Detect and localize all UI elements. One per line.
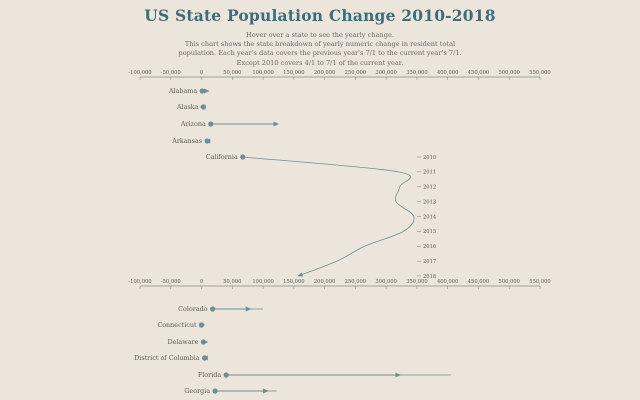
year-label: 2018	[423, 274, 436, 280]
x-axis-bottom-tick-label: 0	[200, 279, 203, 285]
year-label: 2012	[423, 185, 436, 191]
x-axis-bottom-tick-label: 50,000	[223, 279, 241, 285]
state-label: Alabama	[168, 87, 197, 95]
state-label: Florida	[198, 371, 222, 379]
state-label: Connecticut	[157, 321, 197, 329]
state-start-dot[interactable]	[202, 355, 208, 361]
state-start-dot[interactable]	[223, 372, 229, 378]
state-label: Delaware	[167, 338, 198, 346]
x-axis-top-tick-label: 500,000	[499, 70, 520, 76]
x-axis-bottom-tick-label: 100,000	[252, 279, 273, 285]
state-start-dot[interactable]	[198, 322, 205, 328]
state-start-dot[interactable]	[200, 339, 206, 345]
x-axis-top-tick-label: 100,000	[252, 70, 273, 76]
subtitle-line: Hover over a state to see the yearly cha…	[246, 31, 394, 39]
state-label: Georgia	[184, 387, 210, 395]
x-axis-bottom-tick-label: 450,000	[468, 279, 489, 285]
page-title: US State Population Change 2010-2018	[144, 6, 496, 25]
year-label: 2014	[423, 214, 437, 220]
year-label: 2016	[423, 244, 436, 250]
x-axis-bottom-tick-label: 150,000	[283, 279, 304, 285]
x-axis-top-tick-label: 150,000	[283, 70, 304, 76]
state-start-dot[interactable]	[208, 121, 214, 127]
subtitle-line: population. Each year's data covers the …	[178, 49, 462, 58]
x-axis-top-tick-label: 0	[200, 70, 203, 76]
california-yearly-path[interactable]	[242, 156, 415, 277]
x-axis-top-tick-label: 450,000	[468, 70, 489, 76]
x-axis-top-tick-label: 250,000	[345, 70, 366, 76]
state-label: Arkansas	[171, 137, 202, 145]
x-axis-top-tick-label: 350,000	[406, 70, 427, 76]
state-start-dot[interactable]	[200, 104, 206, 110]
state-label: Alaska	[176, 103, 199, 111]
state-start-dot[interactable]	[204, 138, 210, 144]
x-axis-bottom-tick-label: 350,000	[406, 279, 427, 285]
page-subtitle: Hover over a state to see the yearly cha…	[0, 31, 640, 68]
x-axis-top-tick-label: 300,000	[375, 70, 396, 76]
year-label: 2013	[423, 199, 436, 205]
state-label: Arizona	[180, 120, 206, 128]
x-axis-top-tick-label: -50,000	[161, 70, 181, 76]
state-label: District of Columbia	[134, 354, 200, 362]
subtitle-line: Except 2010 covers 4/1 to 7/1 of the cur…	[236, 58, 404, 67]
x-axis-bottom-tick-label: 200,000	[314, 279, 335, 285]
year-label: 2015	[423, 229, 436, 235]
state-start-dot[interactable]	[199, 88, 205, 94]
year-label: 2010	[423, 155, 436, 161]
year-label: 2011	[423, 170, 436, 176]
x-axis-top-tick-label: 200,000	[314, 70, 335, 76]
x-axis-bottom-tick-label: -100,000	[128, 279, 151, 285]
x-axis-bottom-tick-label: -50,000	[161, 279, 181, 285]
x-axis-bottom-tick-label: 250,000	[345, 279, 366, 285]
subtitle-line: This chart shows the state breakdown of …	[184, 40, 456, 49]
x-axis-top-tick-label: 400,000	[437, 70, 458, 76]
state-label: Colorado	[178, 305, 208, 313]
x-axis-top-tick-label: 50,000	[223, 70, 241, 76]
state-start-dot[interactable]	[212, 388, 218, 394]
x-axis-bottom-tick-label: 550,000	[529, 279, 550, 285]
state-label: California	[206, 153, 238, 161]
x-axis-bottom-tick-label: 300,000	[375, 279, 396, 285]
x-axis-top-tick-label: 550,000	[529, 70, 550, 76]
year-label: 2017	[423, 259, 436, 265]
state-start-dot[interactable]	[240, 154, 246, 160]
x-axis-bottom-tick-label: 500,000	[499, 279, 520, 285]
state-start-dot[interactable]	[210, 306, 216, 312]
x-axis-top-tick-label: -100,000	[128, 70, 151, 76]
x-axis-bottom-tick-label: 400,000	[437, 279, 458, 285]
